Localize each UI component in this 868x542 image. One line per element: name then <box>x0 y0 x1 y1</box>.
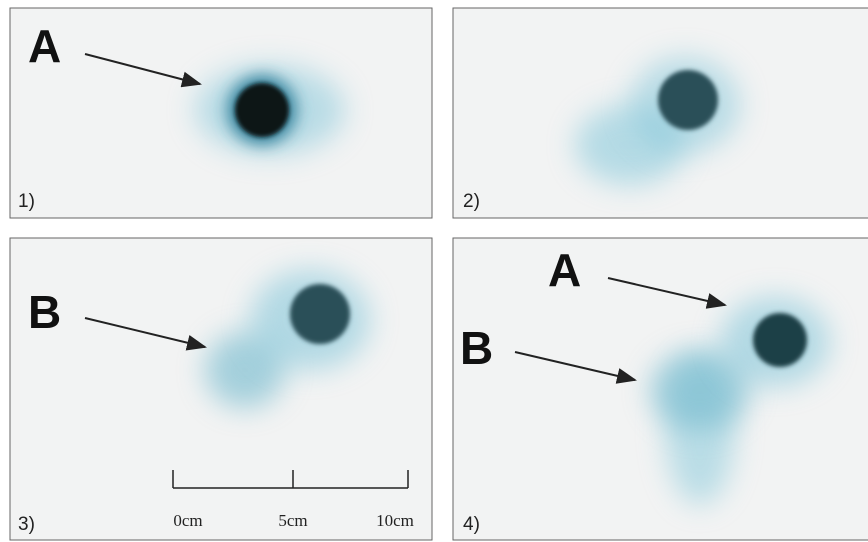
panel-number: 3) <box>18 514 35 535</box>
annotation: B <box>460 322 493 374</box>
spot <box>235 83 289 137</box>
arrow <box>607 277 727 309</box>
annotation: A <box>28 20 61 72</box>
panel-number: 4) <box>463 514 480 535</box>
halo <box>650 350 750 430</box>
arrow <box>514 351 637 384</box>
scale-label: 0cm <box>173 511 202 530</box>
spot <box>290 284 350 344</box>
panel-3: B 0cm 5cm 10cm 3) <box>9 237 433 541</box>
panel-number: 2) <box>463 191 480 212</box>
annotation: A <box>548 244 581 296</box>
panel-number: 1) <box>18 191 35 212</box>
scale-label: 5cm <box>278 511 307 530</box>
panel-1: A 1) <box>9 7 433 219</box>
panel-2: 2) <box>452 7 868 219</box>
scale-label: 10cm <box>376 511 414 530</box>
spot <box>658 70 718 130</box>
panel-4: A B 4) <box>452 237 868 541</box>
spot <box>753 313 807 367</box>
arrow <box>84 53 202 88</box>
arrow <box>84 317 207 351</box>
annotation: B <box>28 286 61 338</box>
